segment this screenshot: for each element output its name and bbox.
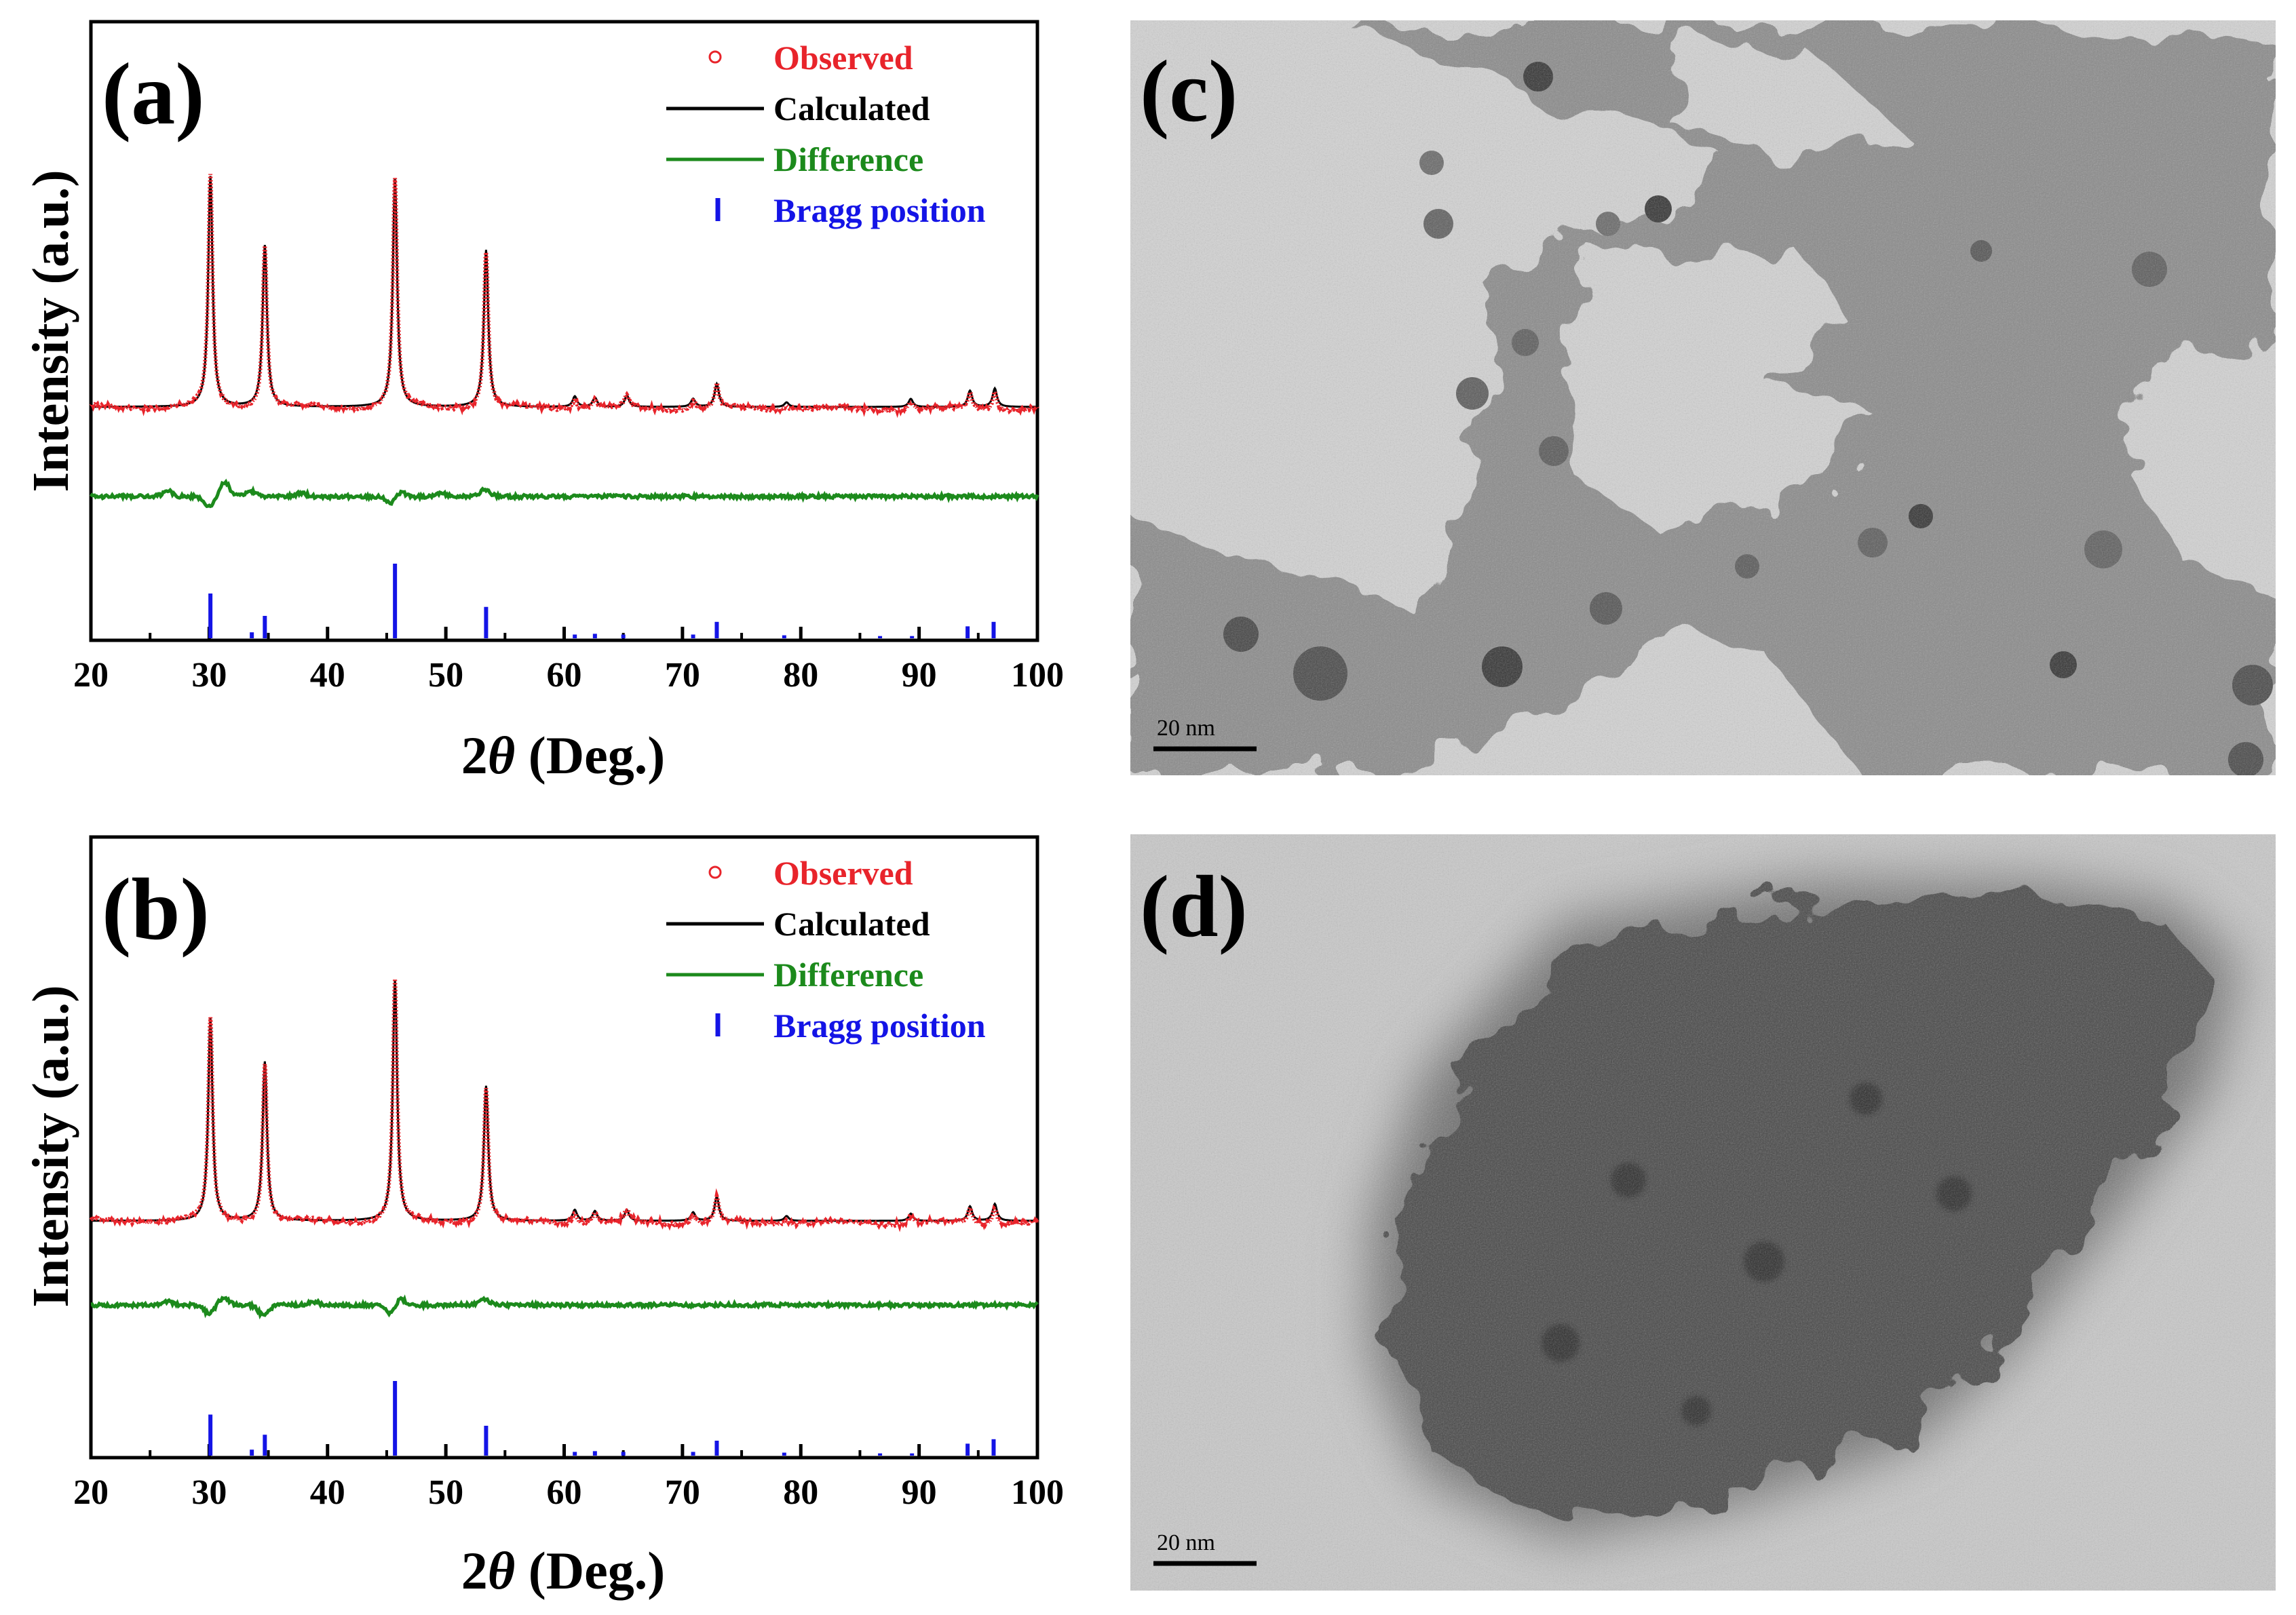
legend-observed-label-a: Observed: [773, 39, 913, 77]
tem-image-c: 20 nm (c): [1130, 20, 2276, 775]
bragg-ticks-b: [208, 1381, 996, 1456]
x-tick-label-a-30: 30: [191, 656, 227, 695]
y-axis-label-a: Intensity (a.u.): [22, 170, 79, 492]
legend-calculated-label-a: Calculated: [773, 90, 930, 128]
scale-bar-label-c: 20 nm: [1157, 716, 1215, 741]
panel-b: 20 30 40 50 60 70 80 90 100 (b) Observed Calcula…: [22, 835, 1064, 1600]
legend-observed-label-b: Observed: [773, 854, 913, 892]
x-tick-label-a-50: 50: [428, 656, 463, 695]
difference-line-b: [90, 1294, 1039, 1320]
x-tick-label-b-80: 80: [783, 1473, 818, 1512]
x-tick-label-b-60: 60: [547, 1473, 582, 1512]
x-axis-label-b: 2θ (Deg.): [461, 1541, 665, 1600]
x-tick-label-b-50: 50: [428, 1473, 463, 1512]
x-label-var-b: θ: [488, 1541, 516, 1600]
x-tick-label-a-90: 90: [902, 656, 937, 695]
x-tick-label-a-20: 20: [73, 656, 109, 695]
difference-line-a: [89, 478, 1039, 509]
x-label-suffix-a: (Deg.): [515, 726, 665, 785]
plot-frame-b: [89, 835, 1039, 1460]
calculated-line-b: [91, 979, 1038, 1222]
x-tick-label-a-70: 70: [665, 656, 700, 695]
x-tick-label-b-90: 90: [902, 1473, 937, 1512]
x-tick-label-b-70: 70: [665, 1473, 700, 1512]
x-label-var-a: θ: [488, 726, 516, 785]
x-axis-b: 20 30 40 50 60 70 80 90 100: [73, 1444, 1064, 1512]
x-tick-label-b-100: 100: [1011, 1473, 1064, 1512]
legend-observed-marker-a: [708, 50, 722, 64]
x-tick-label-a-100: 100: [1011, 656, 1064, 695]
panel-a: 20 30 40 50 60 70 80 90 100 (a) Observed Calcula…: [22, 20, 1064, 785]
scale-bar-label-d: 20 nm: [1157, 1530, 1215, 1555]
x-tick-label-a-40: 40: [310, 656, 345, 695]
x-tick-label-a-80: 80: [783, 656, 818, 695]
panel-label-c: (c): [1140, 43, 1238, 140]
legend-calculated-label-b: Calculated: [773, 905, 930, 943]
x-axis-a: 20 30 40 50 60 70 80 90 100: [73, 627, 1064, 695]
tem-c-noise: [1130, 20, 2276, 775]
x-tick-label-b-40: 40: [310, 1473, 345, 1512]
legend-difference-label-b: Difference: [773, 956, 923, 994]
legend-difference-label-a: Difference: [773, 140, 923, 178]
x-axis-label-a: 2θ (Deg.): [461, 726, 665, 785]
panel-label-b: (b): [102, 861, 210, 958]
bragg-ticks-a: [208, 564, 996, 638]
legend-b: Observed Calculated Difference Bragg pos…: [666, 854, 986, 1045]
legend-a: Observed Calculated Difference Bragg pos…: [666, 39, 986, 229]
legend-bragg-label-b: Bragg position: [773, 1007, 986, 1045]
x-tick-label-a-60: 60: [547, 656, 582, 695]
legend-observed-marker-b: [708, 865, 722, 879]
tem-d-noise: [1130, 834, 2276, 1591]
tem-image-d: 20 nm (d): [1130, 834, 2276, 1591]
legend-bragg-label-a: Bragg position: [773, 191, 986, 229]
plot-frame-a: [89, 20, 1039, 642]
x-label-prefix-b: 2: [461, 1541, 488, 1600]
panel-label-d: (d): [1140, 858, 1248, 956]
observed-points-b: [89, 978, 1039, 1232]
y-axis-label-b: Intensity (a.u.): [22, 985, 79, 1307]
x-tick-label-b-20: 20: [73, 1473, 109, 1512]
observed-points-a: [89, 174, 1039, 419]
x-tick-label-b-30: 30: [191, 1473, 227, 1512]
x-label-prefix-a: 2: [461, 726, 488, 785]
x-label-suffix-b: (Deg.): [515, 1541, 665, 1600]
panel-label-a: (a): [102, 45, 205, 143]
